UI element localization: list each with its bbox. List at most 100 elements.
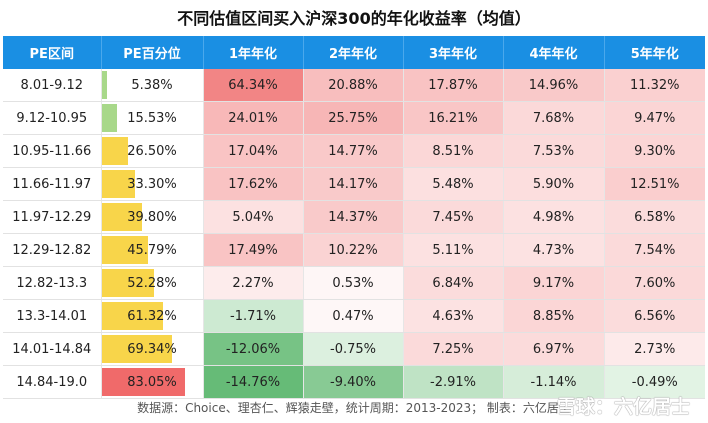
percentile-label: 61.32%: [127, 308, 177, 324]
return-cell-3y: -2.91%: [403, 365, 504, 399]
pe-percentile-cell: 15.53%: [101, 101, 204, 135]
return-cell-4y: 7.53%: [503, 134, 605, 168]
return-cell-2y: -9.40%: [303, 365, 404, 399]
return-cell-5y: 12.51%: [604, 167, 705, 201]
return-cell-1y: -12.06%: [203, 332, 304, 366]
pe-percentile-cell: 61.32%: [101, 299, 204, 333]
return-cell-2y: 14.37%: [303, 200, 404, 234]
return-cell-1y: 17.04%: [203, 134, 304, 168]
return-cell-2y: 10.22%: [303, 233, 404, 267]
table-body: 8.01-9.12 5.38% 64.34% 20.88% 17.87% 14.96% 11…: [3, 69, 705, 399]
column-header-2y: 2年年化: [303, 36, 404, 69]
percentile-label: 26.50%: [127, 143, 177, 159]
return-cell-1y: 24.01%: [203, 101, 304, 135]
return-cell-4y: 8.85%: [503, 299, 605, 333]
data-source-footer: 数据源：Choice、理杏仁、辉猿走壁，统计周期：2013-2023； 制表：六…: [137, 401, 571, 415]
pe-percentile-cell: 69.34%: [101, 332, 204, 366]
pe-range-cell: 11.97-12.29: [3, 200, 102, 234]
pe-range-cell: 10.95-11.66: [3, 134, 102, 168]
return-cell-3y: 7.25%: [403, 332, 504, 366]
return-cell-3y: 5.11%: [403, 233, 504, 267]
column-header-1y: 1年年化: [203, 36, 304, 69]
return-cell-5y: 9.30%: [604, 134, 705, 168]
pe-range-cell: 12.82-13.3: [3, 266, 102, 300]
pe-percentile-cell: 45.79%: [101, 233, 204, 267]
return-cell-4y: 4.73%: [503, 233, 605, 267]
table-row: 9.12-10.95 15.53% 24.01% 25.75% 16.21% 7.68% 9…: [3, 101, 705, 135]
return-cell-3y: 8.51%: [403, 134, 504, 168]
percentile-label: 33.30%: [127, 176, 177, 192]
return-cell-5y: -0.49%: [604, 365, 705, 399]
return-cell-2y: -0.75%: [303, 332, 404, 366]
pe-range-cell: 13.3-14.01: [3, 299, 102, 333]
return-cell-5y: 9.47%: [604, 101, 705, 135]
return-cell-2y: 0.47%: [303, 299, 404, 333]
return-cell-4y: -1.14%: [503, 365, 605, 399]
return-cell-5y: 6.58%: [604, 200, 705, 234]
return-cell-3y: 6.84%: [403, 266, 504, 300]
return-cell-5y: 7.60%: [604, 266, 705, 300]
table-row: 12.82-13.3 52.28% 2.27% 0.53% 6.84% 9.17% 7.60…: [3, 266, 705, 300]
return-cell-4y: 5.90%: [503, 167, 605, 201]
table-row: 8.01-9.12 5.38% 64.34% 20.88% 17.87% 14.96% 11…: [3, 69, 705, 102]
percentile-bar: [101, 104, 118, 132]
header-row: PE区间 PE百分位 1年年化 2年年化 3年年化 4年年化 5年年化: [3, 36, 705, 69]
percentile-bar: [101, 368, 186, 396]
percentile-bar: [101, 137, 129, 165]
pe-percentile-cell: 39.80%: [101, 200, 204, 234]
percentile-bar: [101, 170, 136, 198]
return-cell-5y: 11.32%: [604, 69, 705, 102]
return-cell-1y: 17.49%: [203, 233, 304, 267]
column-header-3y: 3年年化: [403, 36, 504, 69]
return-cell-4y: 9.17%: [503, 266, 605, 300]
column-header-5y: 5年年化: [604, 36, 705, 69]
pe-range-cell: 12.29-12.82: [3, 233, 102, 267]
pe-range-cell: 9.12-10.95: [3, 101, 102, 135]
return-cell-3y: 16.21%: [403, 101, 504, 135]
table-row: 14.84-19.0 83.05% -14.76% -9.40% -2.91% -1.14…: [3, 365, 705, 399]
returns-table: PE区间 PE百分位 1年年化 2年年化 3年年化 4年年化 5年年化 8.01…: [3, 36, 705, 399]
column-header-4y: 4年年化: [503, 36, 605, 69]
column-header-pe-percentile: PE百分位: [101, 36, 204, 69]
return-cell-5y: 2.73%: [604, 332, 705, 366]
percentile-label: 15.53%: [127, 110, 177, 126]
return-cell-3y: 7.45%: [403, 200, 504, 234]
return-cell-3y: 5.48%: [403, 167, 504, 201]
percentile-bar: [101, 71, 107, 99]
return-cell-4y: 6.97%: [503, 332, 605, 366]
return-cell-2y: 0.53%: [303, 266, 404, 300]
table-row: 14.01-14.84 69.34% -12.06% -0.75% 7.25% 6.97%…: [3, 332, 705, 366]
percentile-label: 39.80%: [127, 209, 177, 225]
pe-percentile-cell: 5.38%: [101, 69, 204, 102]
pe-range-cell: 8.01-9.12: [3, 69, 102, 102]
return-cell-1y: -1.71%: [203, 299, 304, 333]
return-cell-1y: -14.76%: [203, 365, 304, 399]
pe-percentile-cell: 33.30%: [101, 167, 204, 201]
percentile-bar: [101, 236, 148, 264]
return-cell-4y: 7.68%: [503, 101, 605, 135]
pe-range-cell: 11.66-11.97: [3, 167, 102, 201]
return-cell-1y: 2.27%: [203, 266, 304, 300]
percentile-bar: [101, 335, 172, 363]
pe-percentile-cell: 52.28%: [101, 266, 204, 300]
return-cell-2y: 20.88%: [303, 69, 404, 102]
return-cell-4y: 14.96%: [503, 69, 605, 102]
return-cell-1y: 64.34%: [203, 69, 304, 102]
percentile-label: 69.34%: [127, 341, 177, 357]
watermark: 雪球：六亿居士: [556, 396, 690, 418]
pe-range-cell: 14.01-14.84: [3, 332, 102, 366]
percentile-bar: [101, 302, 164, 330]
return-cell-1y: 5.04%: [203, 200, 304, 234]
table-row: 11.66-11.97 33.30% 17.62% 14.17% 5.48% 5.90% 1…: [3, 167, 705, 201]
percentile-label: 52.28%: [127, 275, 177, 291]
return-cell-2y: 14.77%: [303, 134, 404, 168]
percentile-label: 5.38%: [131, 77, 173, 93]
table-row: 11.97-12.29 39.80% 5.04% 14.37% 7.45% 4.98% 6.…: [3, 200, 705, 234]
pe-percentile-cell: 26.50%: [101, 134, 204, 168]
return-cell-3y: 17.87%: [403, 69, 504, 102]
percentile-label: 45.79%: [127, 242, 177, 258]
pe-percentile-cell: 83.05%: [101, 365, 204, 399]
percentile-bar: [101, 269, 155, 297]
return-cell-5y: 7.54%: [604, 233, 705, 267]
table-row: 13.3-14.01 61.32% -1.71% 0.47% 4.63% 8.85% 6.5…: [3, 299, 705, 333]
